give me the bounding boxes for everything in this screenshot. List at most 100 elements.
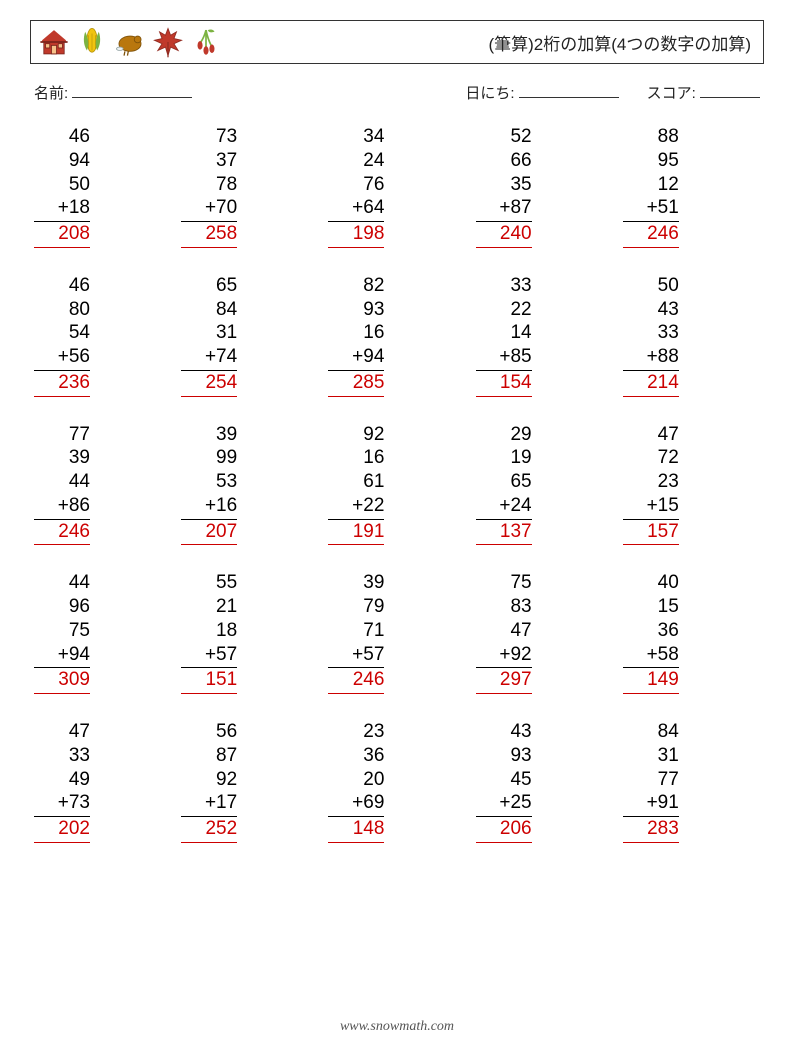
problem-stack: 526635+87240 xyxy=(476,125,532,248)
problem-stack: 397971+57246 xyxy=(328,571,384,694)
problem-stack: 439345+25206 xyxy=(476,720,532,843)
corn-icon xyxy=(75,25,109,59)
answer: 236 xyxy=(34,371,90,397)
addend: 93 xyxy=(328,298,384,322)
problem-stack: 733778+70258 xyxy=(181,125,237,248)
addend-last: +94 xyxy=(328,345,384,371)
answer: 206 xyxy=(476,817,532,843)
problem-stack: 758347+92297 xyxy=(476,571,532,694)
answer: 208 xyxy=(34,222,90,248)
addend: 71 xyxy=(328,619,384,643)
addend: 16 xyxy=(328,321,384,345)
addend-last: +22 xyxy=(328,494,384,520)
answer: 283 xyxy=(623,817,679,843)
problem-stack: 829316+94285 xyxy=(328,274,384,397)
addend: 96 xyxy=(34,595,90,619)
answer: 151 xyxy=(181,668,237,694)
addend: 53 xyxy=(181,470,237,494)
addend-last: +51 xyxy=(623,196,679,222)
addend: 47 xyxy=(623,423,679,447)
addend: 78 xyxy=(181,173,237,197)
addend: 54 xyxy=(34,321,90,345)
addend: 44 xyxy=(34,470,90,494)
problem-stack: 469450+18208 xyxy=(34,125,90,248)
problem-stack: 449675+94309 xyxy=(34,571,90,694)
addend-last: +17 xyxy=(181,791,237,817)
addend: 87 xyxy=(181,744,237,768)
addend: 94 xyxy=(34,149,90,173)
addend-last: +69 xyxy=(328,791,384,817)
berries-icon xyxy=(189,25,223,59)
worksheet-title: (筆算)2桁の加算(4つの数字の加算) xyxy=(488,30,751,55)
date-field: 日にち: xyxy=(465,82,618,103)
addend-last: +56 xyxy=(34,345,90,371)
problem: 889512+51246 xyxy=(623,125,760,248)
problem-stack: 477223+15157 xyxy=(623,423,679,546)
problem-stack: 291965+24137 xyxy=(476,423,532,546)
problem: 477223+15157 xyxy=(623,423,760,546)
problem: 843177+91283 xyxy=(623,720,760,843)
problem: 658431+74254 xyxy=(181,274,318,397)
addend: 23 xyxy=(623,470,679,494)
addend: 36 xyxy=(623,619,679,643)
addend-last: +25 xyxy=(476,791,532,817)
addend: 93 xyxy=(476,744,532,768)
problem: 733778+70258 xyxy=(181,125,318,248)
addend: 50 xyxy=(623,274,679,298)
problem-stack: 233620+69148 xyxy=(328,720,384,843)
problem: 773944+86246 xyxy=(34,423,171,546)
addend-last: +92 xyxy=(476,643,532,669)
addend: 73 xyxy=(181,125,237,149)
header-icons xyxy=(37,25,223,59)
addend: 77 xyxy=(34,423,90,447)
addend: 80 xyxy=(34,298,90,322)
problem-stack: 342476+64198 xyxy=(328,125,384,248)
addend-last: +91 xyxy=(623,791,679,817)
addend: 49 xyxy=(34,768,90,792)
addend: 14 xyxy=(476,321,532,345)
addend: 99 xyxy=(181,446,237,470)
problem-stack: 401536+58149 xyxy=(623,571,679,694)
problem: 233620+69148 xyxy=(328,720,465,843)
answer: 258 xyxy=(181,222,237,248)
addend: 45 xyxy=(476,768,532,792)
problem: 291965+24137 xyxy=(476,423,613,546)
addend: 19 xyxy=(476,446,532,470)
addend: 79 xyxy=(328,595,384,619)
addend-last: +58 xyxy=(623,643,679,669)
problem: 449675+94309 xyxy=(34,571,171,694)
problem: 397971+57246 xyxy=(328,571,465,694)
problem-stack: 468054+56236 xyxy=(34,274,90,397)
problem-stack: 658431+74254 xyxy=(181,274,237,397)
addend-last: +57 xyxy=(328,643,384,669)
answer: 202 xyxy=(34,817,90,843)
name-field: 名前: xyxy=(34,82,465,103)
addend: 20 xyxy=(328,768,384,792)
addend: 31 xyxy=(623,744,679,768)
addend-last: +24 xyxy=(476,494,532,520)
problem-stack: 773944+86246 xyxy=(34,423,90,546)
problem-stack: 473349+73202 xyxy=(34,720,90,843)
problem-stack: 504333+88214 xyxy=(623,274,679,397)
score-underline xyxy=(700,83,760,98)
problem-stack: 921661+22191 xyxy=(328,423,384,546)
problem: 399953+16207 xyxy=(181,423,318,546)
addend-last: +85 xyxy=(476,345,532,371)
addend: 16 xyxy=(328,446,384,470)
problem: 439345+25206 xyxy=(476,720,613,843)
addend: 39 xyxy=(328,571,384,595)
problem: 568792+17252 xyxy=(181,720,318,843)
problem-stack: 843177+91283 xyxy=(623,720,679,843)
addend: 75 xyxy=(476,571,532,595)
answer: 240 xyxy=(476,222,532,248)
addend: 22 xyxy=(476,298,532,322)
answer: 285 xyxy=(328,371,384,397)
addend: 88 xyxy=(623,125,679,149)
addend: 46 xyxy=(34,125,90,149)
addend-last: +64 xyxy=(328,196,384,222)
problem: 758347+92297 xyxy=(476,571,613,694)
addend-last: +94 xyxy=(34,643,90,669)
addend: 75 xyxy=(34,619,90,643)
addend: 92 xyxy=(181,768,237,792)
addend: 43 xyxy=(476,720,532,744)
